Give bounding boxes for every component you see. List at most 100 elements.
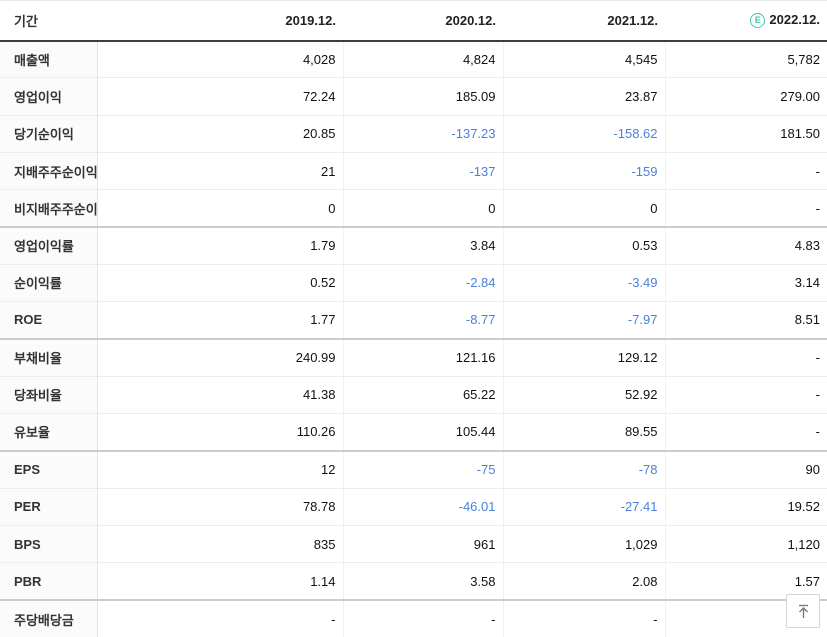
cell-value: 4,545	[503, 40, 666, 78]
cell-value: 0.53	[503, 225, 666, 265]
cell-value: 110.26	[97, 412, 344, 451]
row-label: BPS	[0, 524, 98, 563]
cell-value: -	[665, 189, 827, 227]
row-label: 지배주주순이익	[0, 151, 98, 190]
table-row-dividend-per-share: 주당배당금 - - - -	[0, 598, 827, 637]
cell-value: 65.22	[343, 375, 504, 414]
cell-value: 41.38	[97, 375, 344, 414]
table-row-controlling-net-income: 지배주주순이익 21 -137 -159 -	[0, 151, 827, 190]
table-row-bps: BPS 835 961 1,029 1,120	[0, 524, 827, 563]
cell-value: -7.97	[503, 301, 666, 339]
cell-value: 52.92	[503, 375, 666, 414]
cell-value: -	[665, 375, 827, 414]
cell-value: 240.99	[97, 337, 344, 377]
column-header-2022-12: E 2022.12.	[665, 0, 827, 42]
cell-value: 78.78	[97, 487, 344, 526]
table-row-operating-profit: 영업이익 72.24 185.09 23.87 279.00	[0, 77, 827, 116]
cell-value: 0.52	[97, 263, 344, 302]
cell-value: 5,782	[787, 51, 820, 67]
cell-value: 89.55	[503, 412, 666, 451]
cell-value: -	[665, 151, 827, 190]
cell-value: 8.51	[665, 301, 827, 339]
estimate-badge-icon: E	[750, 13, 766, 29]
row-label: 영업이익	[0, 77, 98, 116]
cell-value: -46.01	[343, 487, 504, 526]
cell-value: 3.84	[343, 225, 504, 265]
row-label: ROE	[0, 301, 98, 339]
column-header-2019-12: 2019.12.	[97, 0, 343, 42]
table-row-net-income: 당기순이익 20.85 -137.23 -158.62 181.50	[0, 114, 827, 153]
cell-value: 1.79	[97, 225, 344, 265]
cell-value: -	[97, 598, 344, 637]
cell-value: -75	[343, 449, 504, 489]
cell-value: 4,028	[97, 40, 344, 78]
row-label: 영업이익률	[0, 225, 98, 265]
arrow-up-to-top-icon	[795, 603, 812, 620]
scroll-to-top-button[interactable]	[786, 594, 820, 628]
cell-value: -8.77	[343, 301, 504, 339]
column-header-2022-12-label: 2022.12.	[769, 12, 820, 28]
cell-value: 1,120	[665, 524, 827, 563]
period-header: 기간	[0, 0, 97, 42]
row-label: 유보율	[0, 412, 98, 451]
table-row-per: PER 78.78 -46.01 -27.41 19.52	[0, 487, 827, 526]
row-label: 순이익률	[0, 263, 98, 302]
cell-value: -3.49	[503, 263, 666, 302]
cell-value: -2.84	[343, 263, 504, 302]
cell-value: 90	[665, 449, 827, 489]
table-row-roe: ROE 1.77 -8.77 -7.97 8.51	[0, 301, 827, 339]
table-header-row: 기간 2019.12. 2020.12. 2021.12. E 2022.12.	[0, 0, 827, 42]
cell-value: -159	[503, 151, 666, 190]
cell-value: 3.14	[665, 263, 827, 302]
cell-value: 105.44	[343, 412, 504, 451]
cell-value: 0	[97, 189, 344, 227]
cell-value: 1.14	[97, 562, 344, 600]
table-row-quick-ratio: 당좌비율 41.38 65.22 52.92 -	[0, 375, 827, 414]
column-header-2021-12: 2021.12.	[503, 0, 665, 42]
cell-value: 20.85	[97, 114, 344, 153]
row-label: PBR	[0, 562, 98, 600]
table-row-operating-margin: 영업이익률 1.79 3.84 0.53 4.83	[0, 225, 827, 265]
row-label: 매출액	[0, 40, 98, 78]
cell-value: 835	[97, 524, 344, 563]
cell-value: 2.08	[503, 562, 666, 600]
table-row-revenue: 매출액 4,028 4,824 4,545 5,782	[0, 40, 827, 78]
cell-value: 23.87	[503, 77, 666, 116]
cell-value: -	[503, 598, 666, 637]
cell-value: -	[665, 337, 827, 377]
table-row-net-margin: 순이익률 0.52 -2.84 -3.49 3.14	[0, 263, 827, 302]
row-label: 당기순이익	[0, 114, 98, 153]
cell-value: 0	[503, 189, 666, 227]
table-row-debt-ratio: 부채비율 240.99 121.16 129.12 -	[0, 337, 827, 377]
cell-value: -	[665, 412, 827, 451]
table-row-noncontrolling-net-income: 비지배주주순이익 0 0 0 -	[0, 189, 827, 227]
cell-value: 1.57	[665, 562, 827, 600]
cell-value: -	[343, 598, 504, 637]
cell-value: 21	[97, 151, 344, 190]
cell-value: 1.77	[97, 301, 344, 339]
row-label: 당좌비율	[0, 375, 98, 414]
row-label: 부채비율	[0, 337, 98, 377]
cell-value: -78	[503, 449, 666, 489]
cell-value: 4,824	[343, 40, 504, 78]
cell-value: 121.16	[343, 337, 504, 377]
row-label: 비지배주주순이익	[0, 189, 98, 227]
cell-value: 12	[97, 449, 344, 489]
row-label: EPS	[0, 449, 98, 489]
cell-value: 181.50	[665, 114, 827, 153]
row-label: 주당배당금	[0, 598, 98, 637]
cell-value: -137	[343, 151, 504, 190]
table-row-reserve-ratio: 유보율 110.26 105.44 89.55 -	[0, 412, 827, 451]
cell-value: 279.00	[665, 77, 827, 116]
cell-value: 72.24	[97, 77, 344, 116]
table-row-eps: EPS 12 -75 -78 90	[0, 449, 827, 489]
cell-value: 4.83	[665, 225, 827, 265]
table-row-pbr: PBR 1.14 3.58 2.08 1.57	[0, 562, 827, 600]
cell-value: 185.09	[343, 77, 504, 116]
cell-value: 3.58	[343, 562, 504, 600]
row-label: PER	[0, 487, 98, 526]
cell-value: 961	[343, 524, 504, 563]
cell-value: -158.62	[503, 114, 666, 153]
